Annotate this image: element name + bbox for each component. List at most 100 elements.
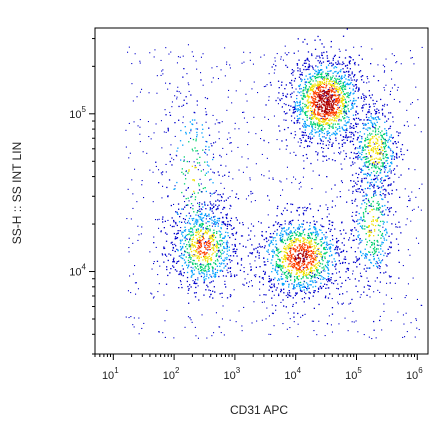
data-point bbox=[289, 259, 291, 261]
data-point bbox=[288, 259, 290, 261]
data-point bbox=[378, 229, 380, 231]
data-point bbox=[374, 131, 377, 133]
data-point bbox=[192, 231, 194, 233]
data-point bbox=[319, 253, 321, 256]
data-point bbox=[341, 95, 344, 97]
data-point bbox=[192, 208, 194, 210]
data-point bbox=[326, 51, 328, 53]
data-point bbox=[372, 151, 374, 153]
data-point bbox=[392, 142, 394, 144]
data-point bbox=[317, 272, 319, 274]
data-point bbox=[334, 117, 336, 119]
data-point bbox=[296, 234, 298, 236]
data-point bbox=[187, 220, 190, 222]
data-point bbox=[166, 309, 168, 311]
data-point bbox=[223, 263, 225, 265]
data-point bbox=[200, 275, 203, 278]
data-point bbox=[212, 239, 214, 242]
data-point bbox=[218, 138, 220, 140]
data-point bbox=[288, 271, 290, 273]
data-point bbox=[237, 262, 239, 264]
data-point bbox=[200, 219, 203, 221]
data-point bbox=[350, 57, 352, 59]
data-point bbox=[385, 130, 388, 132]
data-point bbox=[380, 237, 382, 239]
data-point bbox=[398, 277, 400, 279]
data-point bbox=[415, 86, 417, 88]
data-point bbox=[294, 104, 297, 106]
data-point bbox=[211, 235, 214, 237]
data-point bbox=[304, 126, 306, 128]
data-point bbox=[393, 156, 396, 158]
data-point bbox=[305, 269, 308, 271]
data-point bbox=[166, 186, 168, 189]
data-point bbox=[301, 79, 303, 81]
data-point bbox=[376, 207, 378, 209]
data-point bbox=[369, 285, 371, 287]
data-point bbox=[286, 275, 288, 277]
data-point bbox=[331, 90, 334, 92]
data-point bbox=[206, 252, 208, 254]
data-point bbox=[320, 99, 322, 101]
data-point bbox=[327, 104, 330, 106]
data-point bbox=[348, 83, 350, 85]
data-point bbox=[198, 225, 200, 227]
data-point bbox=[286, 54, 288, 56]
data-point bbox=[301, 286, 303, 288]
data-point bbox=[235, 232, 237, 235]
data-point bbox=[275, 266, 277, 268]
data-point bbox=[324, 92, 326, 94]
data-point bbox=[363, 268, 365, 270]
data-point bbox=[376, 239, 379, 242]
data-point bbox=[320, 105, 322, 107]
data-point bbox=[367, 231, 369, 233]
data-point bbox=[323, 234, 325, 236]
data-point bbox=[317, 100, 320, 102]
data-point bbox=[338, 323, 340, 325]
data-point bbox=[299, 259, 301, 261]
data-point bbox=[195, 60, 197, 62]
data-point bbox=[287, 247, 289, 249]
data-point bbox=[355, 229, 357, 231]
data-point bbox=[363, 177, 365, 180]
data-point bbox=[315, 242, 317, 244]
data-point bbox=[368, 109, 370, 111]
data-point bbox=[320, 95, 322, 97]
data-point bbox=[390, 161, 393, 163]
data-point bbox=[311, 129, 313, 132]
data-point bbox=[197, 255, 200, 257]
data-point bbox=[217, 206, 219, 208]
data-point bbox=[281, 98, 283, 100]
data-point bbox=[323, 95, 325, 97]
data-point bbox=[230, 205, 232, 207]
data-point bbox=[302, 258, 304, 260]
data-point bbox=[306, 239, 308, 241]
data-point bbox=[298, 85, 300, 87]
data-point bbox=[194, 296, 197, 298]
data-point bbox=[305, 241, 307, 243]
data-point bbox=[382, 165, 384, 167]
data-point bbox=[359, 135, 361, 137]
data-point bbox=[185, 256, 187, 258]
data-point bbox=[391, 189, 393, 192]
data-point bbox=[215, 255, 217, 257]
data-point bbox=[169, 272, 171, 274]
data-point bbox=[281, 81, 283, 83]
data-point bbox=[298, 182, 300, 184]
data-point bbox=[310, 239, 312, 241]
data-point bbox=[230, 142, 232, 144]
data-point bbox=[289, 238, 292, 240]
data-point bbox=[412, 277, 414, 279]
data-point bbox=[193, 244, 195, 246]
data-point bbox=[331, 84, 333, 86]
data-point bbox=[179, 271, 181, 273]
data-point bbox=[168, 53, 170, 55]
data-point bbox=[347, 94, 350, 97]
data-point bbox=[288, 255, 291, 257]
data-point bbox=[313, 110, 316, 112]
data-point bbox=[306, 116, 308, 119]
data-point bbox=[376, 142, 378, 145]
data-point bbox=[295, 267, 298, 269]
data-point bbox=[375, 166, 377, 168]
data-point bbox=[305, 105, 307, 107]
